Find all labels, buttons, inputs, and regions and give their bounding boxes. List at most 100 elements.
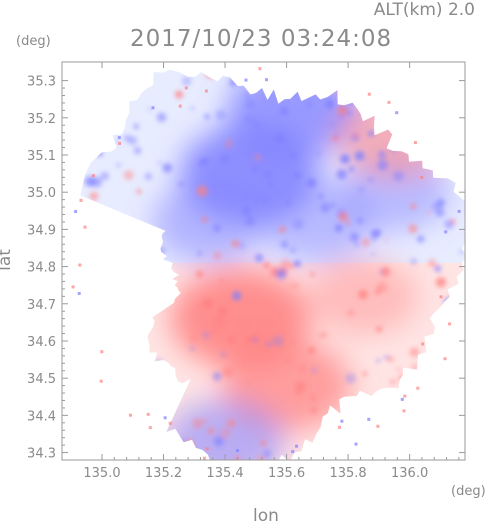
speckle-cell [334,84,342,92]
speckle-cell [181,76,192,86]
x-tick-label: 135.8 [329,466,366,481]
speckle-cell [227,335,236,344]
speckle-cell [235,318,241,324]
speckle-cell [113,255,122,264]
speckle-cell [417,139,427,149]
speckle-cell [252,165,259,173]
speckle-cell [284,199,292,207]
speckle-cell [133,146,142,155]
speckle-cell [261,196,268,204]
speckle-cell [359,104,370,115]
speckle-cell [192,418,203,429]
speckle-cell [397,373,407,383]
edge-echo [78,263,82,267]
edge-echo [457,209,461,213]
speckle-cell [226,419,236,428]
edge-echo [117,136,121,140]
speckle-cell [376,326,382,333]
edge-echo [83,225,87,229]
speckle-cell [190,346,195,351]
speckle-cell [331,123,335,127]
speckle-cell [220,160,225,165]
edge-echo [100,350,104,354]
speckle-cell [279,226,286,233]
speckle-cell [355,415,366,426]
speckle-cell [449,292,454,298]
edge-echo [338,425,341,429]
speckle-cell [345,373,357,384]
speckle-cell [123,170,134,181]
edge-echo [91,174,95,178]
speckle-cell [275,268,287,280]
speckle-cell [260,440,266,446]
y-tick-label: 34.7 [27,298,56,313]
edge-echo [79,198,83,202]
speckle-cell [280,240,289,249]
speckle-cell [131,299,137,304]
speckle-cell [115,215,120,220]
speckle-cell [420,366,427,372]
edge-echo [295,444,299,448]
chart-title: 2017/10/23 03:24:08 [130,26,393,52]
speckle-cell [185,438,194,447]
speckle-cell [231,239,240,248]
edge-echo [376,424,380,428]
speckle-cell [114,139,119,144]
speckle-cell [219,428,231,439]
speckle-cell [128,368,133,372]
edge-echo [184,86,188,90]
speckle-cell [162,163,173,173]
speckle-cell [243,114,254,125]
speckle-cell [367,130,375,137]
y-tick-label: 35.2 [27,112,56,127]
speckle-cell [356,217,364,224]
y-tick-label: 34.6 [27,335,56,350]
speckle-cell [160,282,164,287]
edge-echo [77,292,81,295]
speckle-cell [203,113,211,120]
speckle-cell [354,151,365,161]
y-tick-label: 35.0 [27,186,56,201]
edge-echo [340,419,344,423]
speckle-cell [408,224,418,234]
speckle-cell [133,123,139,130]
speckle-cell [132,309,140,317]
speckle-cell [201,216,208,223]
speckle-cell [149,262,153,267]
speckle-cell [107,227,112,232]
speckle-cell [128,136,138,146]
speckle-cell [338,211,349,222]
speckle-cell [82,244,88,249]
speckle-cell [241,206,252,216]
speckle-cell [114,332,120,338]
speckle-cell [116,163,121,167]
x-tick-label: 135.2 [145,466,182,481]
altitude-label: ALT(km) 2.0 [373,0,475,20]
speckle-cell [358,289,368,300]
speckle-cell [348,166,355,172]
speckle-cell [218,314,225,321]
speckle-cell [346,109,353,116]
speckle-cell [410,363,419,372]
speckle-cell [390,143,399,152]
speckle-cell [91,176,103,188]
edge-echo [367,417,371,421]
speckle-cell [156,358,163,365]
speckle-cell [310,395,317,402]
speckle-cell [416,235,425,243]
edge-echo [178,104,182,108]
speckle-cell [172,401,176,405]
echo-area [80,69,465,460]
speckle-cell [409,347,420,358]
speckle-cell [310,406,318,414]
speckle-cell [209,431,213,435]
speckle-cell [89,191,99,201]
speckle-cell [426,210,431,215]
speckle-cell [368,177,374,183]
speckle-cell [275,82,285,91]
speckle-cell [156,112,167,123]
speckle-cell [98,275,103,280]
speckle-cell [293,260,301,268]
speckle-cell [151,380,157,386]
edge-echo [205,447,209,451]
